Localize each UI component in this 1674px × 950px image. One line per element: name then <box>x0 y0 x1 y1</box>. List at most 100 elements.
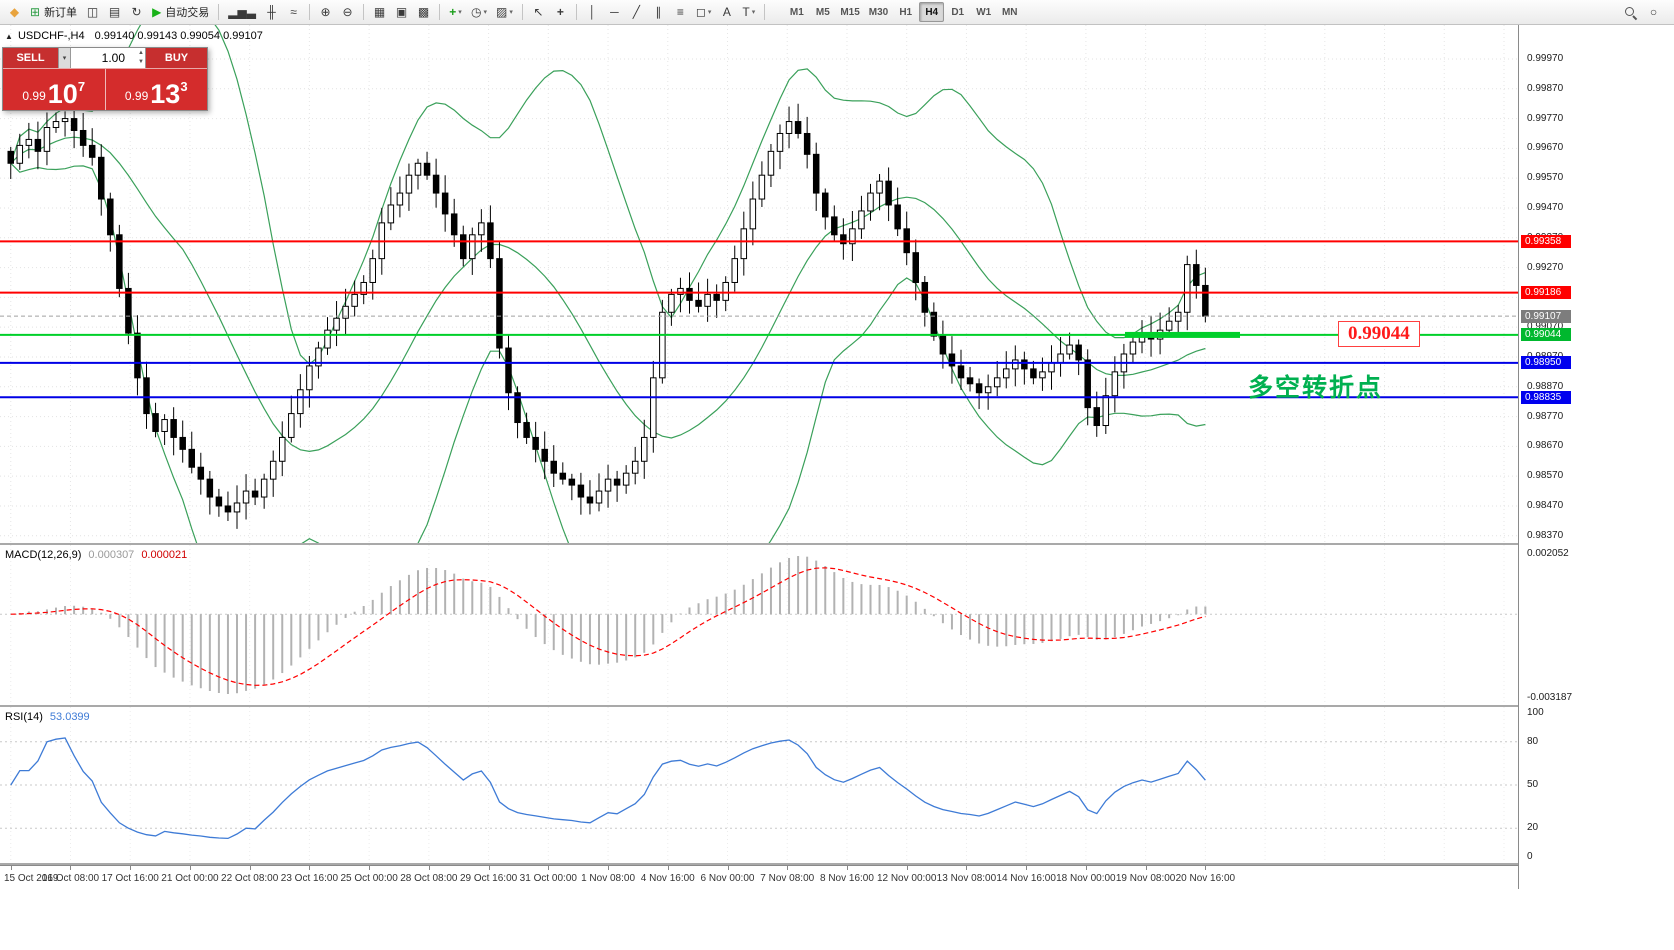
toolbar-separator <box>362 4 364 20</box>
macd-canvas[interactable] <box>0 545 1518 705</box>
cursor-button[interactable]: ↖ <box>528 2 549 22</box>
rsi-canvas[interactable] <box>0 707 1518 863</box>
new-order-button[interactable]: ⊞ 新订单 <box>26 2 81 22</box>
timeframe-mn-button[interactable]: MN <box>1001 6 1018 18</box>
price-axis-label: 0.98470 <box>1527 499 1564 511</box>
rsi-axis-label: 20 <box>1527 822 1539 834</box>
toolbar: ◆ ⊞ 新订单 ◫ ▤ ↻ ▶ 自动交易 ▂▅▃ ╫ ≈ ⊕ ⊖ ▦ ▣ ▩ + ▾ ◷ ▾ ▨ ▾ ↖ + │ ─ ╱ ∥ ≡ ◻ ▾ A T… <box>0 0 1674 25</box>
time-axis-label: 12 Nov 00:00 <box>876 873 937 884</box>
time-axis-label: 25 Oct 00:00 <box>340 873 398 884</box>
time-tick <box>1026 866 1028 870</box>
price-axis-label: 0.99470 <box>1527 201 1564 213</box>
buy-price-button[interactable]: 0.99 13 3 <box>105 69 207 110</box>
search-button[interactable] <box>1620 2 1641 22</box>
time-tick <box>130 866 132 870</box>
price-chart-canvas[interactable] <box>0 25 1518 543</box>
channel-button[interactable]: ∥ <box>648 2 669 22</box>
text-button[interactable]: A <box>716 2 737 22</box>
price-tag: 0.98950 <box>1521 356 1571 370</box>
arrows-button[interactable]: T ▾ <box>738 2 759 22</box>
time-tick <box>1145 866 1147 870</box>
line-chart-button[interactable]: ≈ <box>283 2 304 22</box>
time-tick <box>488 866 490 870</box>
toolbar-separator <box>575 4 577 20</box>
time-axis-label: 6 Nov 00:00 <box>700 873 755 884</box>
volume-up-button[interactable]: ▲ <box>138 50 144 56</box>
fibonacci-button[interactable]: ≡ <box>670 2 691 22</box>
horizontal-line-button[interactable]: ─ <box>604 2 625 22</box>
indicators-button[interactable]: + ▾ <box>445 2 466 22</box>
expand-button[interactable]: ○ <box>1643 2 1664 22</box>
time-axis[interactable]: 15 Oct 2019 16 Oct 08:00 17 Oct 16:00 21 Oc… <box>0 865 1674 891</box>
buy-button[interactable]: BUY <box>146 48 207 68</box>
timeframe-m15-button[interactable]: M15 <box>840 6 860 18</box>
templates-icon: ▨ <box>495 5 508 19</box>
app-icon-icon: ◆ <box>9 5 20 19</box>
refresh-icon: ↻ <box>131 5 142 19</box>
toolbar-separator <box>521 4 523 20</box>
trendline-button[interactable]: ╱ <box>626 2 647 22</box>
line-chart-icon: ≈ <box>290 5 297 19</box>
price-axis[interactable]: 0.99970 0.99870 0.99770 0.99670 0.99570 0.994… <box>1518 25 1674 889</box>
grid-button[interactable]: ▩ <box>413 2 434 22</box>
grid-icon: ▩ <box>417 5 430 19</box>
timeframe-h1-button[interactable]: H1 <box>899 6 913 18</box>
sell-button[interactable]: SELL <box>3 48 58 68</box>
timeframe-m5-button[interactable]: M5 <box>815 6 830 18</box>
price-tag: 0.98835 <box>1521 390 1571 404</box>
timeframe-m30-button[interactable]: M30 <box>868 6 889 18</box>
main-chart-panel[interactable]: ▲ USDCHF-,H4 0.99140 0.99143 0.99054 0.9… <box>0 25 1518 543</box>
periods-button[interactable]: ◷ ▾ <box>467 2 491 22</box>
tile-windows-button[interactable]: ▦ <box>369 2 390 22</box>
time-axis-label: 23 Oct 16:00 <box>280 873 339 884</box>
rsi-axis-label: 50 <box>1527 779 1539 790</box>
price-axis-label: 0.98570 <box>1527 470 1564 482</box>
bar-chart-button[interactable]: ▂▅▃ <box>224 2 260 22</box>
toolbar-separator <box>764 4 766 20</box>
vertical-line-button[interactable]: │ <box>582 2 603 22</box>
timeframe-h4-button[interactable]: H4 <box>919 2 945 22</box>
shapes-button[interactable]: ◻ ▾ <box>692 2 715 22</box>
time-axis-label: 31 Oct 00:00 <box>519 873 577 884</box>
macd-label: MACD(12,26,9) 0.000307 0.000021 <box>5 549 187 561</box>
time-axis-label: 18 Nov 00:00 <box>1056 873 1116 884</box>
collapse-arrow-icon[interactable]: ▲ <box>5 32 13 41</box>
macd-panel[interactable]: MACD(12,26,9) 0.000307 0.000021 <box>0 545 1518 705</box>
volume-down-button[interactable]: ▼ <box>138 59 144 65</box>
shapes-icon: ◻ <box>695 5 706 19</box>
timeframe-m1-button[interactable]: M1 <box>789 6 804 18</box>
time-axis-label: 21 Oct 00:00 <box>161 873 219 884</box>
text-icon: A <box>722 5 731 19</box>
panel-separator[interactable] <box>0 705 1674 707</box>
timeframe-d1-button[interactable]: D1 <box>951 6 965 18</box>
price-tag: 0.99186 <box>1521 286 1571 300</box>
level-price-label[interactable]: 0.99044 <box>1338 320 1420 347</box>
one-click-trading-panel: SELL ▾ ▲ ▼ BUY 0.99 10 7 0.9 <box>2 47 208 111</box>
autotrading-button[interactable]: ▶ 自动交易 <box>148 2 213 22</box>
crosshair-button[interactable]: + <box>550 2 571 22</box>
panel-separator[interactable] <box>0 543 1674 545</box>
order-type-dropdown[interactable]: ▾ <box>58 48 71 68</box>
sell-price-button[interactable]: 0.99 10 7 <box>3 69 106 110</box>
time-axis-label: 28 Oct 08:00 <box>400 873 458 884</box>
time-axis-label: 4 Nov 16:00 <box>640 873 695 884</box>
price-tag: 0.99107 <box>1521 309 1571 323</box>
time-tick <box>369 866 371 870</box>
zoom-out-button[interactable]: ⊖ <box>337 2 358 22</box>
volume-input[interactable] <box>71 51 127 65</box>
profiles-button[interactable]: ▤ <box>104 2 125 22</box>
templates-button[interactable]: ▨ ▾ <box>492 2 517 22</box>
chevron-down-icon: ▾ <box>483 9 487 16</box>
refresh-button[interactable]: ↻ <box>126 2 147 22</box>
price-axis-label: 0.99870 <box>1527 82 1564 94</box>
auto-arrange-button[interactable]: ▣ <box>391 2 412 22</box>
zoom-in-button[interactable]: ⊕ <box>315 2 336 22</box>
toolbar-separator <box>308 4 310 20</box>
timeframe-w1-button[interactable]: W1 <box>976 6 992 18</box>
time-axis-label: 14 Nov 16:00 <box>996 873 1056 884</box>
chart-window-button[interactable]: ◫ <box>82 2 103 22</box>
candlestick-button[interactable]: ╫ <box>261 2 282 22</box>
rsi-panel[interactable]: RSI(14) 53.0399 <box>0 707 1518 863</box>
rsi-axis-label: 0 <box>1527 851 1533 862</box>
profiles-icon: ▤ <box>108 5 121 19</box>
